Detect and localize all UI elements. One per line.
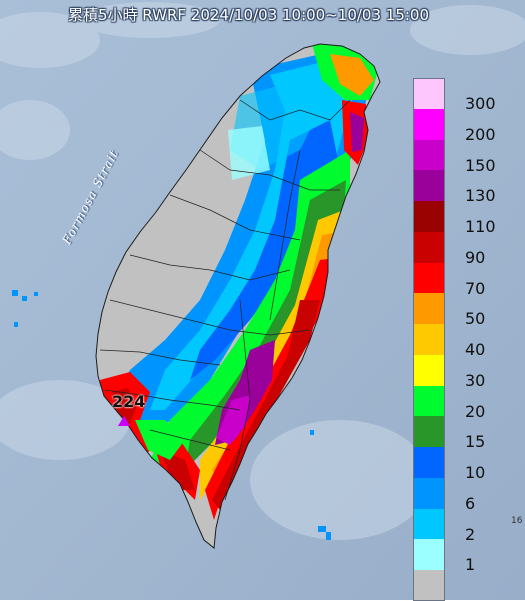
- legend-level-label: 50: [465, 309, 486, 329]
- legend-swatch: [413, 231, 445, 263]
- legend-swatch: [413, 570, 445, 601]
- legend-row: 300: [413, 78, 513, 113]
- legend-row: 200: [413, 108, 513, 144]
- legend-row: 6: [413, 477, 513, 513]
- legend-row: 50: [413, 293, 513, 328]
- legend-swatch: [413, 78, 445, 109]
- legend-swatch: [413, 293, 445, 324]
- legend-level-label: 30: [465, 370, 486, 390]
- county-borders: [99, 99, 351, 501]
- legend-level-label: 10: [465, 463, 486, 482]
- legend-row: 110: [413, 201, 513, 236]
- legend-level-label: 6: [465, 493, 476, 513]
- legend-row: 30: [413, 354, 513, 390]
- legend-row: 70: [413, 262, 513, 298]
- offshore-echoes: [12, 290, 331, 540]
- legend-swatch: [413, 354, 445, 386]
- legend-swatch: [413, 477, 445, 509]
- legend-swatch: [413, 170, 445, 201]
- legend-swatch: [413, 262, 445, 294]
- max-rainfall-marker: [118, 416, 130, 426]
- legend-swatch: [413, 539, 445, 570]
- legend-level-label: 150: [465, 155, 496, 175]
- legend-row: 2: [413, 508, 513, 544]
- legend-level-label: 200: [465, 124, 496, 144]
- legend-level-label: 300: [465, 94, 496, 113]
- legend-row: 90: [413, 231, 513, 267]
- legend-swatch: [413, 201, 445, 232]
- legend-row: 1: [413, 539, 513, 574]
- legend-level-label: 15: [465, 432, 486, 452]
- legend-level-label: 40: [465, 340, 486, 359]
- legend-row: 20: [413, 385, 513, 421]
- legend-row: 40: [413, 324, 513, 359]
- legend-swatch: [413, 508, 445, 540]
- map-title: 累積5小時 RWRF 2024/10/03 10:00~10/03 15:00: [68, 6, 430, 24]
- legend-swatch: [413, 385, 445, 417]
- coastline: [95, 43, 381, 549]
- legend-swatch: [413, 108, 445, 140]
- legend-level-label: 1: [465, 555, 476, 575]
- legend-level-label: 2: [465, 524, 476, 544]
- legend-swatch: [413, 447, 445, 478]
- legend-level-label: 130: [465, 186, 496, 206]
- legend-swatch: [413, 416, 445, 447]
- edge-label: 16: [511, 516, 523, 526]
- legend-level-label: 110: [465, 217, 496, 236]
- legend-level-label: 90: [465, 247, 486, 267]
- legend-level-label: 20: [465, 401, 486, 421]
- legend-row: [413, 570, 513, 601]
- legend-swatch: [413, 139, 445, 171]
- legend-level-label: 70: [465, 278, 486, 298]
- legend-row: 10: [413, 447, 513, 482]
- legend-row: 150: [413, 139, 513, 175]
- max-rainfall-value: 224: [112, 392, 146, 411]
- legend-swatch: [413, 324, 445, 355]
- legend-row: 130: [413, 170, 513, 205]
- cloud-texture: [0, 2, 525, 540]
- rainfall-legend: 300 200 150 130 110 90 70 50 40 30 20 15 10 6 2 1: [413, 78, 513, 601]
- legend-row: 15: [413, 416, 513, 451]
